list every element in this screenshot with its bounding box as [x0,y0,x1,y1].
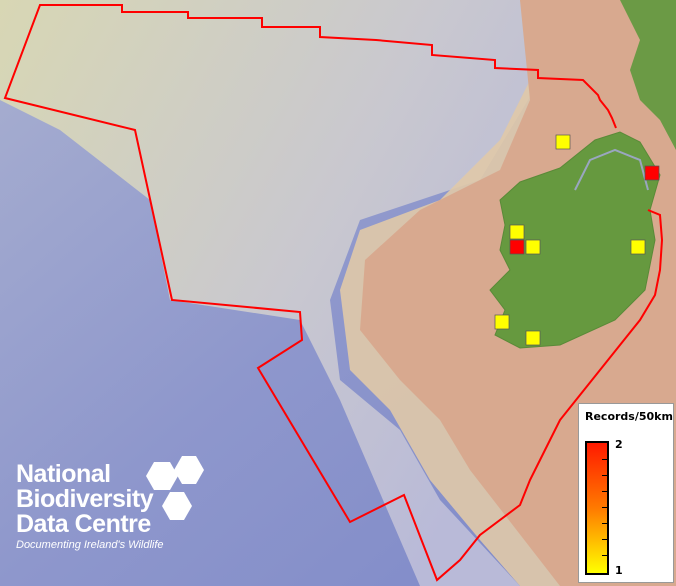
record-square[interactable] [509,239,525,255]
continental-shelf [0,0,540,586]
ireland-land [489,131,661,349]
border-line [574,148,649,191]
logo-line-1: National [16,460,111,488]
record-square[interactable] [555,134,571,150]
legend: Records/50km 2 1 [578,403,674,583]
record-square[interactable] [494,314,510,330]
boundary-line [3,4,664,582]
logo-tagline: Documenting Ireland's Wildlife [16,539,164,551]
record-square[interactable] [525,239,541,255]
record-square[interactable] [630,239,646,255]
nbdc-logo: National Biodiversity Data Centre Docume… [16,456,204,551]
record-square[interactable] [509,224,525,240]
logo-line-3: Data Centre [16,510,151,538]
record-square[interactable] [525,330,541,346]
logo-hexagons-icon [146,456,204,520]
record-markers [494,134,660,346]
scotland-land [620,0,676,150]
legend-title: Records/50km [585,410,673,423]
legend-min-label: 1 [615,564,623,577]
record-square[interactable] [644,165,660,181]
legend-color-ramp [585,441,609,575]
logo-line-2: Biodiversity [16,485,154,513]
legend-max-label: 2 [615,438,623,451]
